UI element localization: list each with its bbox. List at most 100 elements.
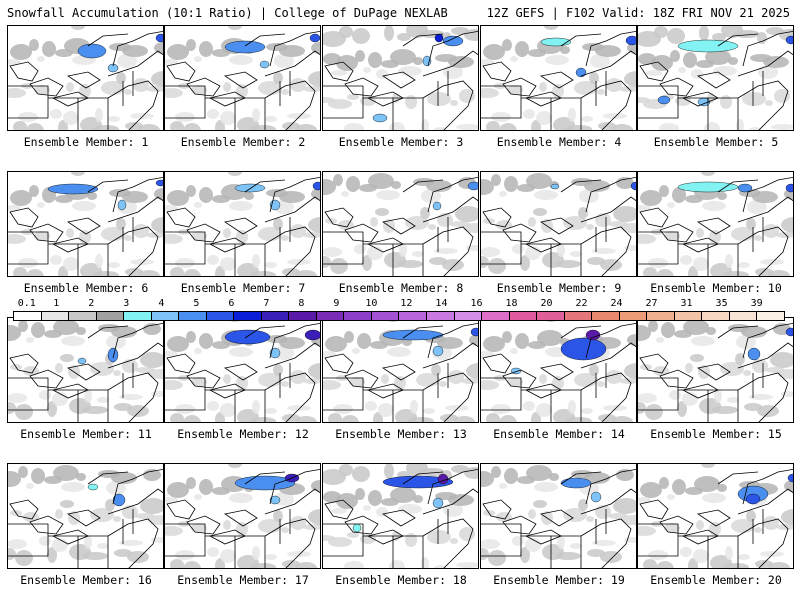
- ensemble-map-panel: [637, 463, 794, 569]
- snowfall-map: [638, 464, 793, 568]
- snowfall-map: [165, 172, 320, 276]
- legend-tick-label: 4: [158, 298, 165, 309]
- legend-color-swatch: [316, 312, 345, 320]
- legend-color-swatch: [179, 312, 207, 320]
- legend-color-swatch: [289, 312, 317, 320]
- legend-tick-label: 12: [400, 298, 413, 309]
- legend-tick-label: 3: [123, 298, 130, 309]
- legend-color-swatch: [537, 312, 565, 320]
- ensemble-member-label: Ensemble Member: 8: [338, 281, 464, 295]
- legend-tick-label: 1: [53, 298, 60, 309]
- snowfall-map: [638, 26, 793, 130]
- ensemble-member-label: Ensemble Member: 10: [650, 281, 782, 295]
- legend-color-swatch: [482, 312, 510, 320]
- legend-color-swatch: [647, 312, 675, 320]
- map-title: Snowfall Accumulation (10:1 Ratio) | Col…: [7, 6, 448, 20]
- ensemble-map-panel: [322, 25, 479, 131]
- snowfall-map: [481, 318, 636, 422]
- ensemble-map-panel: [7, 463, 164, 569]
- snowfall-map: [323, 173, 478, 276]
- legend-tick-label: 14: [435, 298, 448, 309]
- legend-labels: 0.1 1 2 3 4 5 6 7 8 9 10 12 14 16 18 20 22 24 27 31 35 39: [13, 298, 785, 310]
- legend-color-swatch: [564, 312, 593, 320]
- ensemble-member-label: Ensemble Member: 13: [335, 427, 467, 441]
- ensemble-map-panel: [637, 171, 794, 277]
- legend-color-swatch: [344, 312, 372, 320]
- ensemble-map-panel: [637, 25, 794, 131]
- ensemble-member-label: Ensemble Member: 17: [177, 573, 309, 587]
- ensemble-map-panel: [322, 171, 479, 277]
- ensemble-member-label: Ensemble Member: 3: [338, 135, 464, 149]
- legend-color-swatch: [509, 312, 538, 320]
- ensemble-map-panel: [7, 25, 164, 131]
- legend-color-swatch: [41, 312, 70, 320]
- ensemble-member-label: Ensemble Member: 4: [496, 135, 622, 149]
- snowfall-map: [481, 465, 636, 568]
- legend-tick-label: 2: [88, 298, 95, 309]
- snowfall-map: [8, 26, 163, 130]
- ensemble-map-panel: [637, 317, 794, 423]
- legend-color-swatch: [399, 312, 427, 320]
- legend-tick-label: 31: [680, 298, 693, 309]
- ensemble-map-panel: [164, 171, 321, 277]
- ensemble-member-label: Ensemble Member: 11: [20, 427, 152, 441]
- ensemble-member-label: Ensemble Member: 1: [23, 135, 149, 149]
- legend-tick-label: 18: [505, 298, 518, 309]
- legend-color-swatch: [69, 312, 97, 320]
- legend-color-swatch: [702, 312, 730, 320]
- ensemble-member-label: Ensemble Member: 19: [493, 573, 625, 587]
- legend-color-swatch: [14, 312, 42, 320]
- ensemble-map-panel: [7, 171, 164, 277]
- ensemble-member-label: Ensemble Member: 6: [23, 281, 149, 295]
- ensemble-map-panel: [322, 317, 479, 423]
- legend-color-swatch: [674, 312, 703, 320]
- legend-tick-label: 6: [228, 298, 235, 309]
- legend-color-swatch: [454, 312, 483, 320]
- snowfall-map: [165, 26, 320, 130]
- ensemble-map-panel: [164, 25, 321, 131]
- ensemble-member-label: Ensemble Member: 5: [653, 135, 779, 149]
- ensemble-member-label: Ensemble Member: 9: [496, 281, 622, 295]
- legend-color-swatch: [426, 312, 455, 320]
- legend-color-swatch: [729, 312, 758, 320]
- ensemble-map-panel: [480, 25, 637, 131]
- legend-color-bar: [13, 311, 785, 321]
- snowfall-map: [638, 172, 793, 276]
- snowfall-map: [638, 319, 793, 422]
- legend-color-swatch: [619, 312, 648, 320]
- ensemble-member-label: Ensemble Member: 2: [180, 135, 306, 149]
- legend-tick-label: 20: [540, 298, 553, 309]
- ensemble-map-panel: [164, 317, 321, 423]
- ensemble-member-label: Ensemble Member: 7: [180, 281, 306, 295]
- snowfall-map: [8, 319, 163, 422]
- legend-color-swatch: [757, 312, 784, 320]
- legend-color-swatch: [592, 312, 620, 320]
- ensemble-member-label: Ensemble Member: 20: [650, 573, 782, 587]
- legend-color-swatch: [371, 312, 400, 320]
- ensemble-map-panel: [164, 463, 321, 569]
- ensemble-member-label: Ensemble Member: 16: [20, 573, 152, 587]
- snowfall-map: [8, 172, 163, 276]
- legend-color-swatch: [96, 312, 125, 320]
- snowfall-map: [481, 26, 636, 130]
- legend-tick-label: 39: [750, 298, 763, 309]
- legend-tick-label: 8: [298, 298, 305, 309]
- ensemble-member-label: Ensemble Member: 15: [650, 427, 782, 441]
- ensemble-map-panel: [7, 317, 164, 423]
- ensemble-member-label: Ensemble Member: 14: [493, 427, 625, 441]
- legend-color-swatch: [124, 312, 152, 320]
- snowfall-map: [165, 464, 320, 568]
- snowfall-map: [8, 465, 163, 568]
- ensemble-map-panel: [480, 317, 637, 423]
- legend-tick-label: 24: [610, 298, 623, 309]
- snowfall-map: [165, 318, 320, 422]
- snowfall-map: [323, 318, 478, 422]
- snowfall-map: [323, 464, 478, 568]
- legend-tick-label: 16: [470, 298, 483, 309]
- ensemble-map-panel: [322, 463, 479, 569]
- ensemble-member-label: Ensemble Member: 18: [335, 573, 467, 587]
- legend-tick-label: 5: [193, 298, 200, 309]
- legend-tick-label: 0.1: [17, 298, 36, 309]
- snowfall-map: [323, 26, 478, 130]
- legend-color-swatch: [234, 312, 262, 320]
